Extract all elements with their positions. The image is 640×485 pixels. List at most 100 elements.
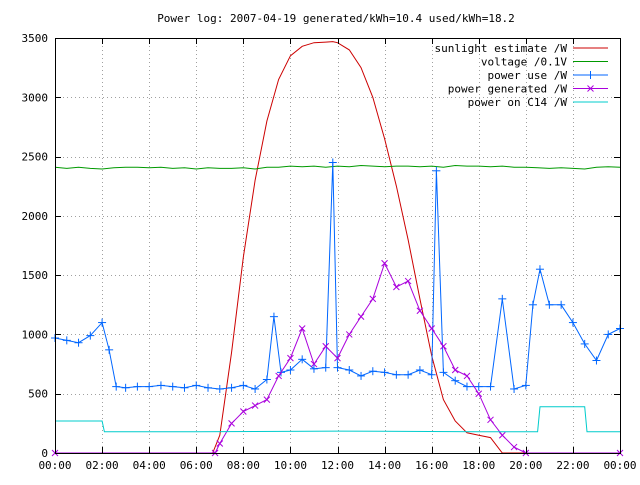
series-line bbox=[55, 406, 620, 433]
series-line bbox=[54, 164, 621, 170]
data-point bbox=[521, 381, 530, 390]
data-point bbox=[404, 277, 412, 285]
x-tick-label: 00:00 bbox=[603, 459, 636, 472]
data-point bbox=[604, 330, 613, 339]
axis-ticks bbox=[55, 38, 621, 454]
data-point bbox=[180, 383, 189, 392]
x-tick-label: 08:00 bbox=[227, 459, 260, 472]
data-point bbox=[309, 364, 318, 373]
data-point bbox=[168, 382, 177, 391]
data-point bbox=[528, 300, 537, 309]
chart-title: Power log: 2007-04-19 generated/kWh=10.4… bbox=[157, 12, 515, 25]
data-point bbox=[510, 384, 519, 393]
y-tick-label: 0 bbox=[41, 447, 48, 460]
data-point bbox=[486, 382, 495, 391]
legend-entry: voltage /0.1V bbox=[481, 56, 608, 69]
data-point bbox=[440, 342, 447, 350]
data-point bbox=[145, 382, 154, 391]
data-point bbox=[192, 381, 201, 390]
data-point bbox=[333, 363, 342, 372]
data-point bbox=[498, 294, 507, 303]
data-point bbox=[263, 396, 271, 403]
y-tick-label: 500 bbox=[28, 388, 48, 401]
data-point bbox=[156, 381, 165, 390]
legend-entry: sunlight estimate /W bbox=[435, 42, 608, 55]
x-tick-label: 00:00 bbox=[38, 459, 71, 472]
series-sunlight-estimate-w bbox=[55, 41, 620, 454]
data-point bbox=[133, 382, 142, 391]
x-tick-label: 04:00 bbox=[133, 459, 166, 472]
data-point bbox=[451, 376, 460, 385]
data-point bbox=[357, 371, 366, 380]
y-tick-label: 1500 bbox=[22, 269, 49, 282]
data-point bbox=[345, 366, 354, 374]
x-tick-label: 20:00 bbox=[509, 459, 542, 472]
x-tick-label: 06:00 bbox=[180, 459, 213, 472]
y-tick-label: 1000 bbox=[22, 328, 49, 341]
data-point bbox=[416, 307, 424, 315]
data-point bbox=[216, 440, 224, 447]
data-point bbox=[393, 283, 400, 291]
data-point bbox=[427, 370, 436, 379]
data-point bbox=[580, 339, 589, 348]
series-voltage-0-1v bbox=[54, 164, 621, 170]
x-tick-label: 14:00 bbox=[368, 459, 401, 472]
data-point bbox=[298, 355, 307, 364]
data-point bbox=[487, 416, 494, 424]
data-point bbox=[428, 325, 436, 332]
x-tick-label: 02:00 bbox=[86, 459, 119, 472]
x-tick-labels: 00:00 02:00 04:00 06:00 08:00 10:00 12:00 14:00… bbox=[38, 459, 636, 472]
y-tick-label: 2500 bbox=[22, 151, 49, 164]
data-point bbox=[345, 331, 353, 338]
data-point bbox=[334, 354, 341, 362]
series-power-use-w bbox=[51, 158, 624, 393]
data-point bbox=[498, 431, 506, 439]
data-point bbox=[98, 318, 107, 327]
x-tick-label: 22:00 bbox=[556, 459, 589, 472]
data-point bbox=[328, 158, 337, 167]
data-point bbox=[86, 331, 95, 340]
series-line bbox=[55, 261, 620, 454]
data-point bbox=[415, 366, 424, 374]
data-point bbox=[286, 366, 295, 374]
legend-entry: power generated /W bbox=[448, 83, 608, 96]
data-point bbox=[112, 382, 121, 391]
data-point bbox=[62, 336, 71, 345]
legend-label: sunlight estimate /W bbox=[435, 42, 568, 55]
data-point bbox=[121, 383, 130, 392]
y-tick-label: 3500 bbox=[22, 32, 49, 45]
data-point bbox=[369, 295, 377, 303]
y-tick-label: 2000 bbox=[22, 210, 49, 223]
data-point bbox=[368, 367, 377, 376]
legend-label: power use /W bbox=[488, 69, 568, 82]
data-point bbox=[74, 338, 83, 347]
series-line bbox=[55, 41, 620, 454]
legend-entry: power use /W bbox=[488, 69, 608, 82]
data-point bbox=[592, 356, 601, 365]
data-point bbox=[269, 312, 278, 321]
data-point bbox=[228, 420, 235, 427]
legend-entry: power on C14 /W bbox=[468, 96, 608, 109]
data-point bbox=[474, 382, 483, 391]
data-point bbox=[380, 368, 389, 377]
data-point bbox=[215, 384, 224, 393]
series-layer bbox=[51, 41, 624, 457]
legend-label: power on C14 /W bbox=[468, 96, 568, 109]
data-point bbox=[204, 383, 213, 392]
data-point bbox=[381, 259, 388, 267]
x-tick-label: 16:00 bbox=[415, 459, 448, 472]
data-point bbox=[322, 342, 330, 350]
data-point bbox=[357, 313, 365, 320]
data-point bbox=[568, 318, 577, 327]
data-point bbox=[463, 372, 471, 380]
x-tick-label: 18:00 bbox=[462, 459, 495, 472]
data-point bbox=[587, 85, 594, 92]
data-point bbox=[251, 384, 260, 393]
data-point bbox=[462, 382, 471, 391]
data-point bbox=[262, 375, 271, 384]
data-point bbox=[105, 345, 114, 354]
x-tick-label: 10:00 bbox=[274, 459, 307, 472]
